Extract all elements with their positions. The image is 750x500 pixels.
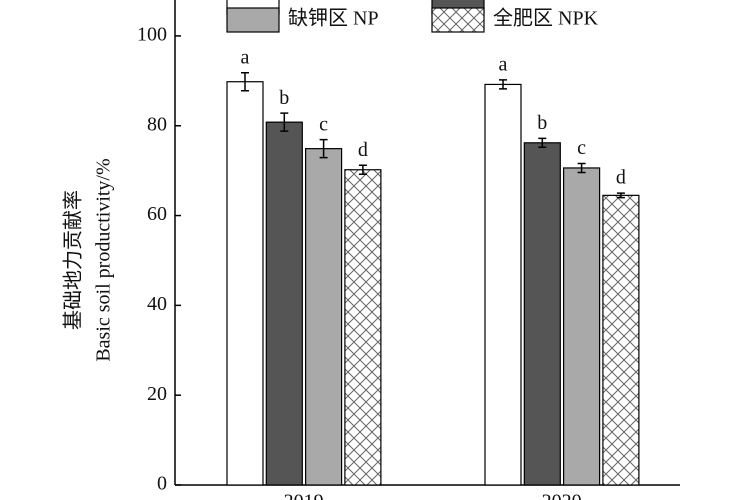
bar (484, 83, 522, 486)
error-bar (280, 112, 289, 132)
x-tick-label: 2020 (542, 491, 582, 500)
bar (562, 167, 601, 486)
error-bar (499, 79, 507, 90)
bar (602, 194, 640, 486)
significance-letter: a (241, 46, 250, 68)
error-bar (241, 72, 249, 92)
legend-label: 缺钾区 NP (288, 7, 379, 30)
error-bar (577, 162, 586, 174)
y-tick-label: 40 (147, 293, 167, 315)
significance-letter: a (499, 54, 508, 76)
y-axis-label: Basic soil productivity/% (93, 158, 115, 361)
y-tick-label: 0 (157, 473, 167, 495)
bar (344, 169, 382, 486)
y-axis-label: 基础地力贡献率 (62, 190, 85, 330)
y-tick-label: 80 (147, 113, 167, 135)
y-tick-label: 60 (147, 203, 167, 225)
y-tick-label: 100 (137, 24, 167, 46)
legend-swatch (431, 7, 485, 33)
bar (226, 81, 264, 486)
bar (265, 121, 303, 486)
y-tick-label: 20 (147, 383, 167, 405)
error-bar (616, 192, 625, 199)
legend-swatch (226, 7, 280, 33)
significance-letter: c (319, 113, 328, 135)
error-bar (358, 164, 367, 175)
bar (305, 148, 343, 486)
significance-letter: d (616, 167, 626, 189)
significance-letter: c (577, 137, 586, 159)
legend-label: 全肥区 NPK (493, 7, 599, 30)
error-bar (319, 138, 328, 159)
significance-letter: b (279, 87, 289, 109)
bar (523, 142, 561, 486)
error-bar (538, 137, 547, 149)
significance-letter: d (358, 139, 368, 161)
significance-letter: b (537, 112, 547, 134)
x-tick-label: 2019 (284, 491, 324, 500)
